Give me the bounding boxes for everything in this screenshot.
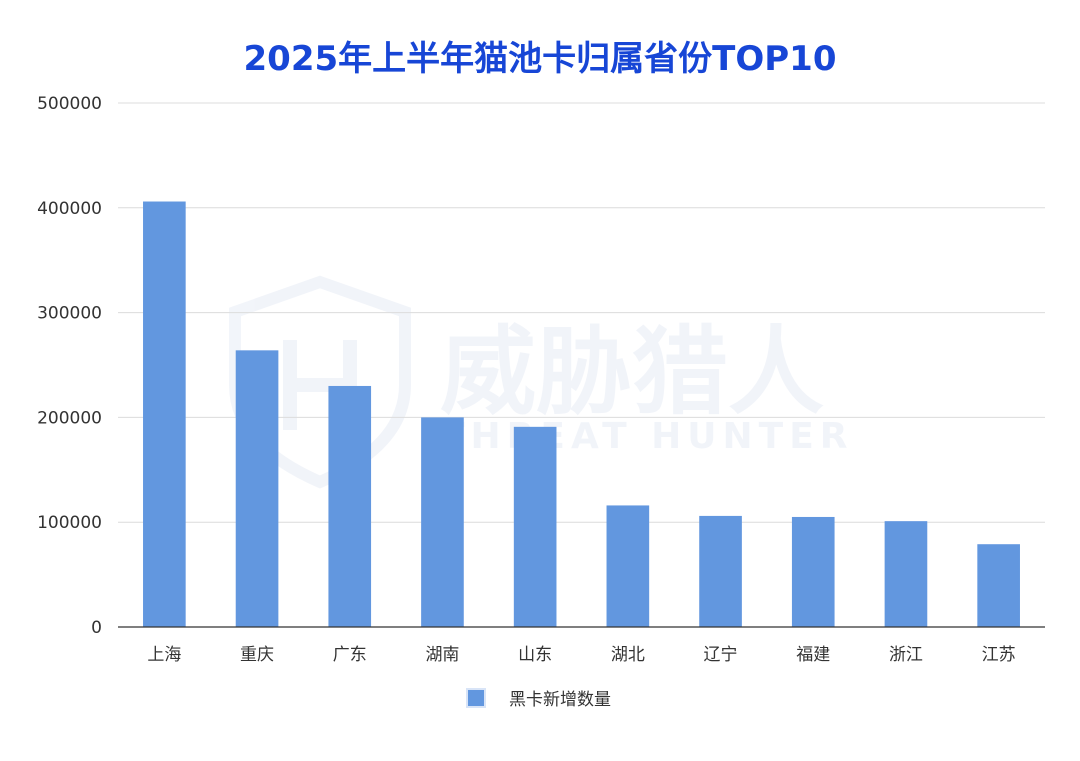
bars: [143, 201, 1020, 627]
legend: 黑卡新增数量: [466, 688, 611, 710]
y-tick-label: 500000: [37, 94, 102, 114]
legend-label: 黑卡新增数量: [509, 690, 611, 710]
bar-5: [606, 505, 650, 627]
y-tick-label: 300000: [37, 304, 102, 324]
x-category-label: 福建: [796, 645, 830, 665]
bar-0: [143, 201, 186, 627]
x-category-label: 山东: [518, 645, 552, 665]
x-category-label: 广东: [333, 645, 367, 665]
bar-6: [699, 515, 742, 627]
bar-4: [513, 426, 557, 627]
y-tick-label: 100000: [37, 513, 102, 533]
y-tick-label: 400000: [37, 199, 102, 219]
threat-hunter-watermark: 威胁猎人 THREAT HUNTER: [229, 275, 854, 489]
watermark-text-en: THREAT HUNTER: [440, 416, 854, 457]
y-axis-ticks: 0 100000 200000 300000 400000 500000: [37, 94, 102, 638]
chart-title: 2025年上半年猫池卡归属省份TOP10: [244, 39, 837, 79]
x-category-label: 重庆: [240, 645, 274, 665]
y-tick-label: 0: [91, 618, 102, 638]
legend-swatch: [466, 688, 486, 708]
x-axis-labels: 上海 重庆 广东 湖南 山东 湖北 辽宁 福建 浙江 江苏: [147, 645, 1015, 665]
bar-7: [791, 516, 835, 627]
x-category-label: 江苏: [982, 645, 1016, 665]
x-category-label: 浙江: [889, 645, 923, 665]
bar-3: [421, 417, 464, 627]
bar-8: [884, 521, 928, 627]
bar-1: [235, 350, 279, 627]
bar-2: [328, 385, 372, 627]
watermark-text-cn: 威胁猎人: [440, 316, 824, 428]
x-category-label: 上海: [147, 645, 181, 665]
x-category-label: 湖北: [611, 645, 645, 665]
x-category-label: 湖南: [425, 645, 459, 665]
bar-9: [977, 544, 1020, 627]
y-tick-label: 200000: [37, 408, 102, 428]
x-category-label: 辽宁: [704, 645, 738, 665]
